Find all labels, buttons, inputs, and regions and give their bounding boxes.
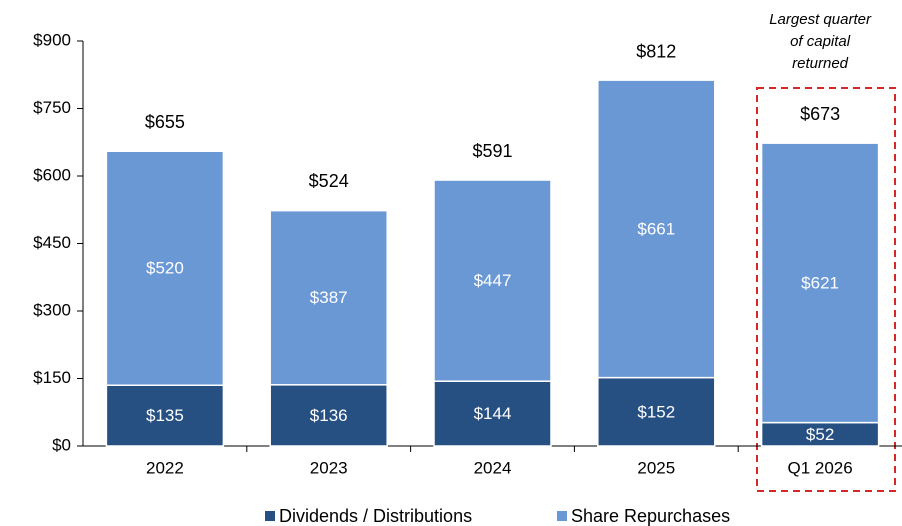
x-tick-label: 2023	[310, 458, 348, 477]
legend-swatch	[265, 511, 275, 521]
bar-segment	[433, 179, 552, 382]
x-tick-label: 2025	[637, 458, 675, 477]
total-label: $655	[145, 112, 185, 132]
x-tick-label: Q1 2026	[787, 458, 852, 477]
annotation: returned	[792, 55, 849, 72]
total-label: $524	[309, 171, 349, 191]
total-label: $673	[800, 104, 840, 124]
segment-label: $152	[637, 402, 675, 421]
y-tick-label: $900	[33, 30, 71, 49]
y-tick-label: $450	[33, 233, 71, 252]
legend-label: Share Repurchases	[571, 506, 730, 526]
segment-label: $520	[146, 259, 184, 278]
segment-label: $661	[637, 219, 675, 238]
bar-segment	[597, 79, 716, 379]
segment-label: $135	[146, 406, 184, 425]
highlight-box	[756, 87, 896, 492]
segment-label: $144	[474, 404, 512, 423]
total-label: $812	[636, 41, 676, 61]
segment-label: $52	[806, 425, 834, 444]
segment-label: $447	[474, 271, 512, 290]
segment-label: $621	[801, 273, 839, 292]
y-tick-label: $150	[33, 368, 71, 387]
bar-segment	[597, 376, 716, 447]
legend-swatch	[557, 511, 567, 521]
segment-label: $387	[310, 288, 348, 307]
bar-segment	[269, 209, 388, 386]
y-tick-label: $0	[52, 435, 71, 454]
segment-label: $136	[310, 406, 348, 425]
annotation: of capital	[790, 33, 851, 50]
total-label: $591	[472, 141, 512, 161]
bar-segment	[433, 380, 552, 447]
legend-label: Dividends / Distributions	[279, 506, 472, 526]
bar-segment	[105, 150, 225, 386]
y-tick-label: $750	[33, 98, 71, 117]
y-tick-label: $300	[33, 300, 71, 319]
x-tick-label: 2024	[474, 458, 512, 477]
y-tick-label: $600	[33, 165, 71, 184]
x-tick-label: 2022	[146, 458, 184, 477]
annotation: Largest quarter	[769, 11, 872, 28]
bar-segment	[760, 142, 880, 424]
